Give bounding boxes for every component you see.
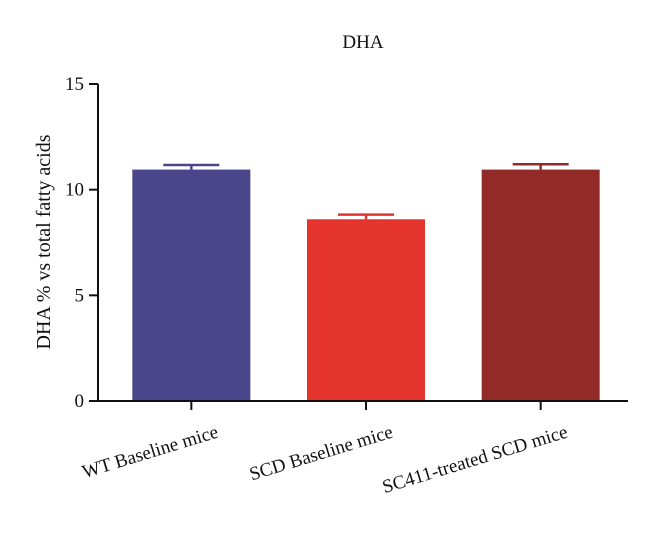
y-tick-label-3: 15	[65, 74, 84, 95]
y-tick-label-2: 10	[65, 180, 84, 201]
bar-0	[132, 169, 251, 401]
bar-2	[481, 169, 600, 401]
y-tick-label-0: 0	[75, 391, 85, 412]
y-axis-label: DHA % vs total fatty acids	[33, 134, 55, 349]
x-tick-label-2: SC411-treated SCD mice	[380, 422, 570, 498]
bars-group	[132, 169, 600, 401]
bar-1	[307, 219, 425, 401]
y-tick-label-1: 5	[75, 285, 85, 306]
error-bars-group	[163, 163, 569, 220]
chart-title: DHA	[342, 32, 383, 53]
x-tick-label-0: WT Baseline mice	[80, 422, 221, 483]
axes-group	[89, 83, 628, 410]
x-tick-label-1: SCD Baseline mice	[247, 422, 395, 486]
